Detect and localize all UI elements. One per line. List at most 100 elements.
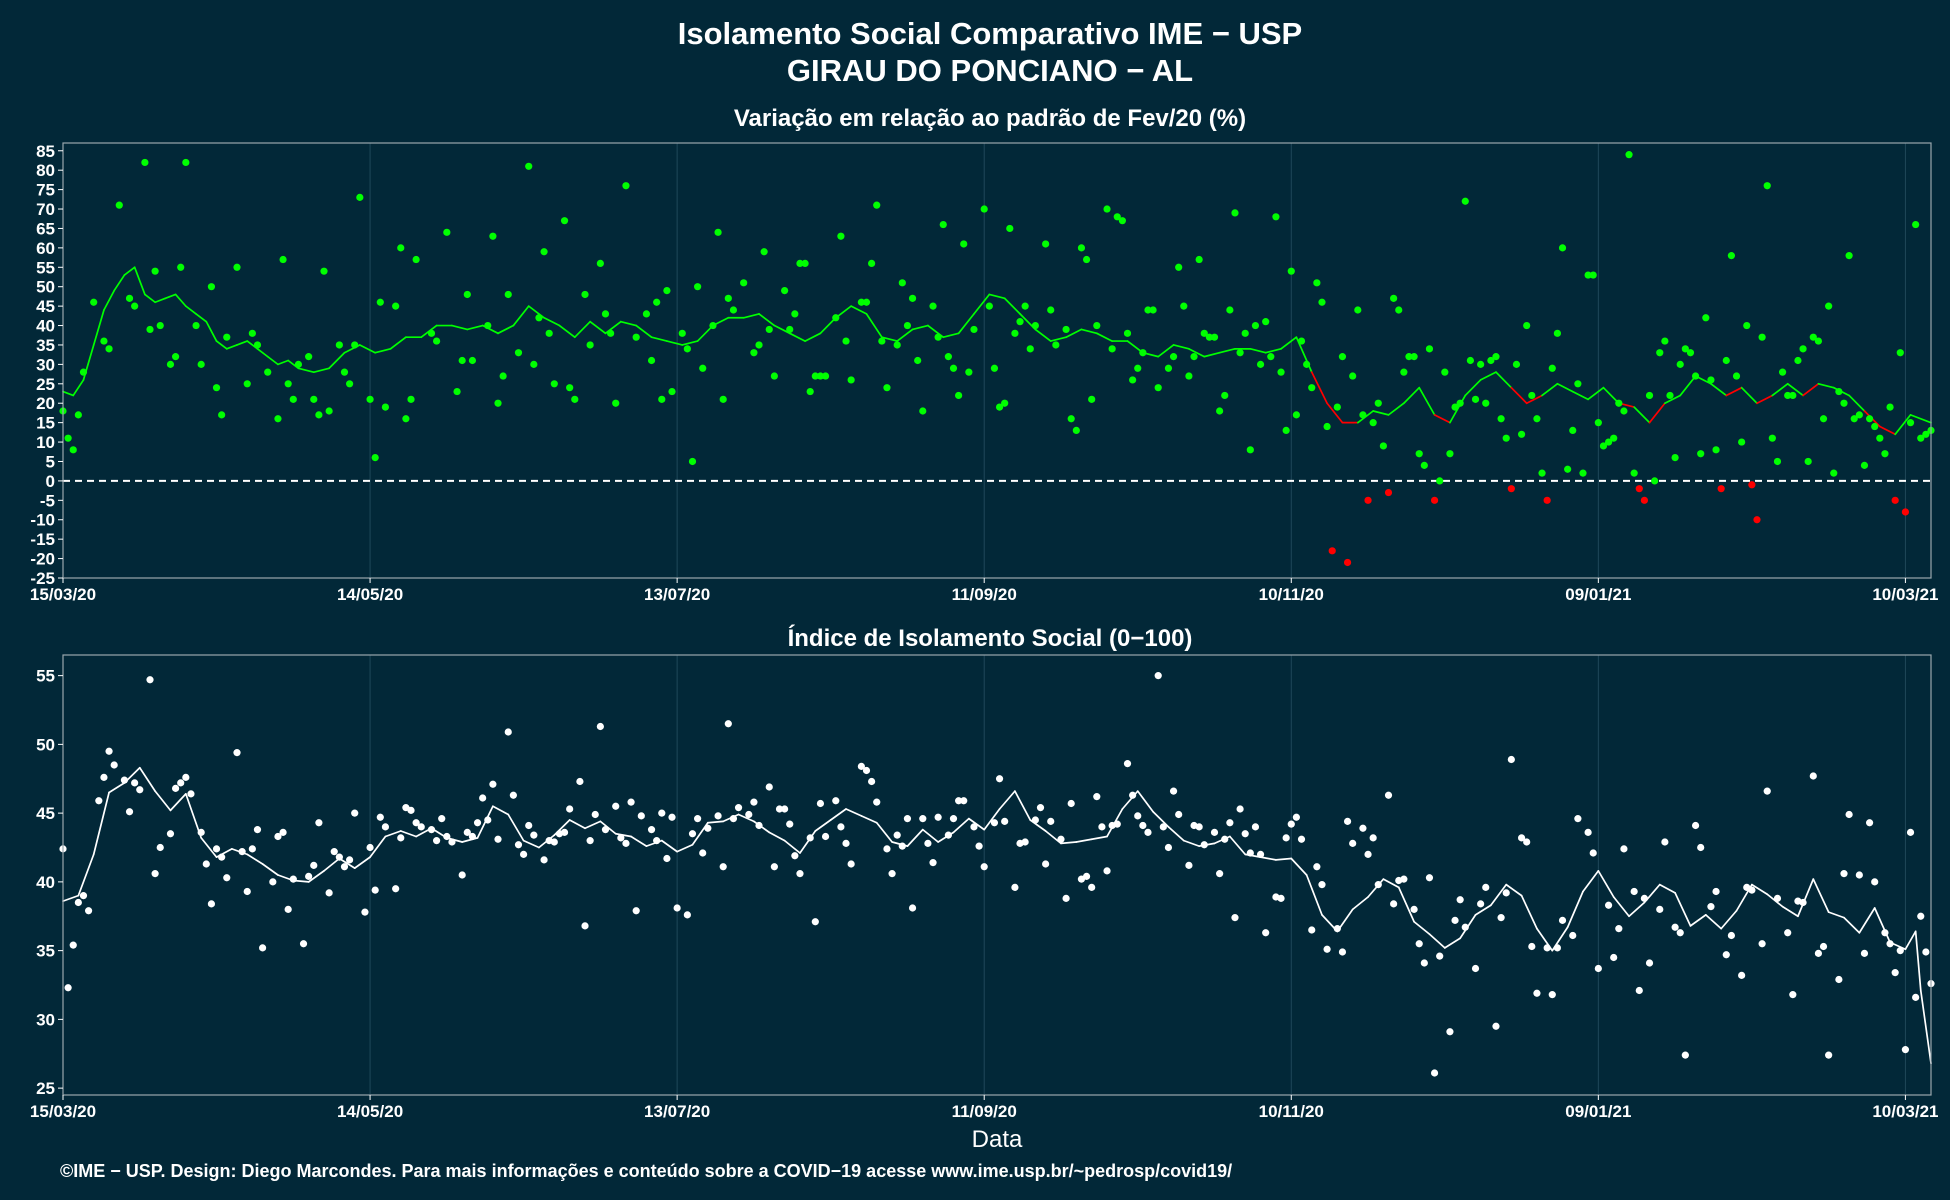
- data-point: [1016, 318, 1024, 326]
- data-point: [509, 791, 517, 799]
- moving-average-segment: [92, 791, 110, 856]
- data-point: [1200, 841, 1208, 849]
- data-point: [1748, 886, 1756, 894]
- data-point: [1855, 411, 1863, 419]
- data-point: [1282, 426, 1290, 435]
- moving-average-segment: [1914, 930, 1922, 992]
- data-point: [233, 263, 241, 271]
- data-point: [1558, 244, 1567, 252]
- data-point: [1067, 799, 1075, 808]
- top-panel-grid: [62, 143, 1906, 578]
- y-tick-label: 45: [36, 804, 55, 823]
- data-point: [545, 329, 553, 337]
- data-point: [1645, 391, 1654, 400]
- data-point: [151, 870, 159, 878]
- moving-average-segment: [1802, 382, 1820, 397]
- moving-average-segment: [277, 359, 290, 366]
- data-point: [1809, 333, 1817, 341]
- moving-average-segment: [1878, 425, 1897, 436]
- moving-average-segment: [1679, 375, 1697, 397]
- data-point: [1328, 547, 1336, 555]
- data-point: [484, 321, 492, 330]
- data-point: [427, 329, 436, 337]
- data-point: [1343, 558, 1352, 567]
- figure-title-line2: GIRAU DO PONCIANO − AL: [787, 53, 1193, 88]
- data-point: [1200, 329, 1208, 337]
- data-point: [197, 360, 205, 368]
- data-point: [69, 941, 77, 949]
- data-point: [653, 298, 661, 306]
- moving-average-segment: [1397, 886, 1415, 923]
- data-point: [995, 775, 1004, 783]
- y-tick-label: -20: [30, 550, 55, 569]
- data-point: [84, 907, 93, 915]
- data-point: [581, 290, 589, 299]
- moving-average-segment: [998, 790, 1016, 810]
- data-point: [868, 777, 876, 786]
- data-point: [253, 826, 262, 834]
- moving-average-segment: [696, 324, 714, 342]
- data-point: [1108, 345, 1116, 353]
- data-point: [1712, 446, 1720, 454]
- moving-average-segment: [1095, 332, 1114, 342]
- data-point: [535, 314, 543, 322]
- moving-average-segment: [174, 293, 187, 307]
- moving-average-segment: [1725, 386, 1743, 397]
- bottom-panel-frame: [62, 654, 1932, 1096]
- data-point: [1917, 434, 1925, 442]
- data-point: [1436, 477, 1444, 485]
- data-point: [1610, 953, 1618, 962]
- data-point: [658, 809, 666, 817]
- data-point: [847, 860, 855, 868]
- moving-average-segment: [72, 379, 85, 397]
- data-point: [392, 885, 400, 893]
- data-point: [1216, 870, 1224, 878]
- data-point: [1502, 434, 1510, 442]
- data-point: [1814, 337, 1823, 345]
- moving-average-segment: [1582, 870, 1600, 893]
- data-point: [1195, 823, 1203, 831]
- moving-average-segment: [246, 853, 264, 865]
- data-point: [356, 193, 364, 201]
- data-point: [949, 815, 958, 823]
- moving-average-segment: [1367, 878, 1385, 898]
- data-point: [1871, 422, 1879, 431]
- data-point: [289, 395, 297, 403]
- data-point: [1180, 302, 1188, 310]
- x-tick-label: 15/03/20: [30, 585, 96, 604]
- moving-average-segment: [1264, 347, 1282, 354]
- data-point: [310, 861, 318, 869]
- data-point: [1640, 894, 1649, 902]
- data-point: [1031, 321, 1039, 330]
- data-point: [1487, 356, 1495, 365]
- data-point: [540, 248, 548, 256]
- data-point: [1118, 217, 1126, 225]
- y-tick-label: -5: [40, 491, 55, 510]
- data-point: [202, 860, 210, 868]
- moving-average-segment: [1034, 328, 1052, 342]
- data-point: [878, 337, 886, 345]
- data-point: [1722, 951, 1730, 959]
- moving-average-segment: [1812, 878, 1830, 913]
- data-point: [581, 922, 589, 930]
- moving-average-segment: [236, 340, 249, 346]
- x-tick-label: 14/05/20: [337, 585, 403, 604]
- data-point: [525, 162, 533, 170]
- data-point: [1359, 824, 1367, 832]
- x-tick-label: 09/01/21: [1565, 1102, 1631, 1121]
- data-point: [970, 823, 978, 831]
- moving-average-segment: [507, 813, 525, 842]
- moving-average-segment: [1781, 905, 1799, 918]
- y-tick-label: -25: [30, 569, 55, 588]
- data-point: [1292, 411, 1300, 419]
- data-point: [1814, 949, 1823, 957]
- data-point: [1456, 399, 1464, 407]
- moving-average-segment: [1786, 382, 1804, 397]
- data-point: [1840, 870, 1848, 878]
- data-point: [929, 859, 937, 867]
- data-point: [1251, 321, 1260, 330]
- data-point: [289, 875, 297, 883]
- moving-average-segment: [799, 830, 817, 854]
- data-point: [1236, 805, 1244, 813]
